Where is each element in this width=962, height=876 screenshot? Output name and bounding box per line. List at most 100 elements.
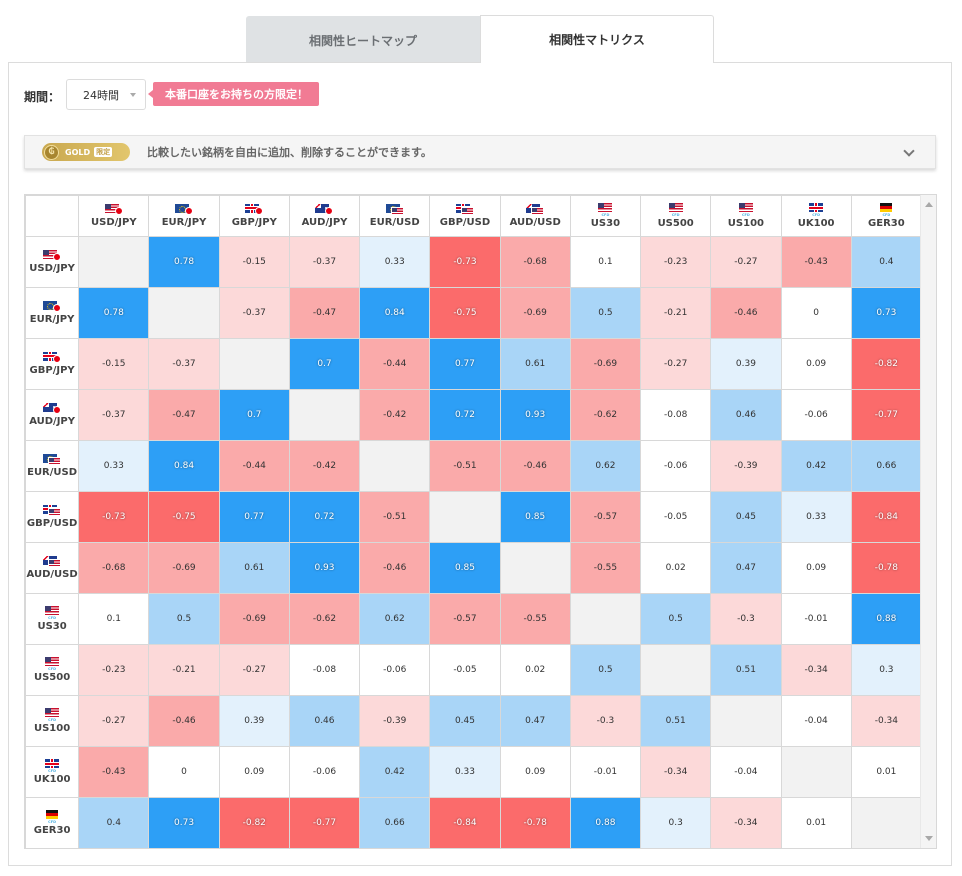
- correlation-cell: 0.09: [780, 542, 852, 594]
- correlation-cell: -0.42: [288, 440, 361, 492]
- correlation-cell: -0.62: [569, 389, 642, 441]
- correlation-cell: 0.1: [78, 593, 150, 645]
- index-tag: CFD: [48, 820, 57, 824]
- correlation-cell: 0.33: [359, 236, 431, 288]
- correlation-cell: -0.37: [148, 338, 220, 390]
- correlation-cell: -0.21: [148, 644, 220, 696]
- correlation-cell: 0.47: [499, 695, 571, 747]
- column-header: GBP/USD: [429, 195, 501, 237]
- correlation-cell: -0.51: [359, 491, 431, 543]
- diagonal-cell: [359, 440, 431, 492]
- correlation-cell: 0.01: [850, 746, 923, 798]
- row-header: CFD US30: [25, 593, 80, 645]
- diagonal-cell: [850, 797, 923, 848]
- correlation-cell: -0.44: [218, 440, 290, 492]
- correlation-cell: -0.05: [640, 491, 712, 543]
- correlation-cell: -0.34: [780, 644, 852, 696]
- correlation-cell: -0.75: [429, 287, 501, 339]
- eu-jp-flag-icon: [175, 203, 194, 215]
- diagonal-cell: [218, 338, 290, 390]
- live-account-notice: 本番口座をお持ちの方限定！: [148, 82, 319, 106]
- row-header: CFD US500: [25, 644, 80, 696]
- correlation-cell: 0.42: [359, 746, 431, 798]
- column-header-label: GBP/JPY: [231, 217, 277, 229]
- correlation-cell: 0.1: [569, 236, 642, 288]
- correlation-cell: 0.72: [429, 389, 501, 441]
- correlation-cell: 0.46: [710, 389, 782, 441]
- correlation-cell: -0.57: [429, 593, 501, 645]
- correlation-cell: 0.62: [359, 593, 431, 645]
- row-header-label: AUD/JPY: [29, 416, 75, 428]
- gb-jp-flag-icon: [43, 351, 62, 363]
- correlation-cell: -0.77: [850, 389, 923, 441]
- correlation-cell: 0.46: [288, 695, 361, 747]
- scroll-up-arrow-icon[interactable]: [925, 202, 933, 207]
- correlation-cell: -0.39: [359, 695, 431, 747]
- correlation-cell: -0.08: [640, 389, 712, 441]
- correlation-cell: -0.78: [850, 542, 923, 594]
- row-header: CFD US100: [25, 695, 80, 747]
- row-header: CFD UK100: [25, 746, 80, 798]
- scroll-down-arrow-icon[interactable]: [925, 836, 933, 841]
- correlation-cell: 0.84: [148, 440, 220, 492]
- us-flag-icon: CFD: [43, 606, 61, 620]
- row-header-label: USD/JPY: [29, 263, 75, 275]
- gold-feature-bar[interactable]: ₲ GOLD 限定 比較したい銘柄を自由に追加、削除することができます。: [24, 135, 936, 169]
- correlation-cell: 0.66: [359, 797, 431, 848]
- correlation-cell: -0.43: [780, 236, 852, 288]
- correlation-cell: -0.27: [218, 644, 290, 696]
- index-tag: CFD: [48, 616, 57, 620]
- gold-badge-label: GOLD: [65, 147, 91, 157]
- correlation-cell: -0.51: [429, 440, 501, 492]
- index-tag: CFD: [48, 667, 57, 671]
- gold-coin-icon: ₲: [44, 144, 59, 160]
- column-header-label: GER30: [868, 218, 905, 229]
- gb-us-flag-icon: [43, 504, 62, 516]
- gold-badge: ₲ GOLD 限定: [42, 143, 130, 161]
- correlation-cell: -0.37: [78, 389, 150, 441]
- tab-bar: 相関性ヒートマップ 相関性マトリクス: [246, 15, 714, 64]
- correlation-cell: -0.42: [359, 389, 431, 441]
- row-header-label: US30: [37, 621, 67, 632]
- au-jp-flag-icon: [43, 402, 62, 414]
- index-tag: CFD: [882, 213, 891, 217]
- correlation-cell: 0: [148, 746, 220, 798]
- correlation-cell: -0.05: [429, 644, 501, 696]
- tab-correlation-matrix[interactable]: 相関性マトリクス: [480, 15, 714, 63]
- diagonal-cell: [288, 389, 361, 441]
- index-tag: CFD: [812, 213, 821, 217]
- correlation-cell: -0.37: [218, 287, 290, 339]
- period-select[interactable]: 24時間: [66, 79, 146, 110]
- correlation-cell: -0.39: [710, 440, 782, 492]
- correlation-cell: 0.09: [780, 338, 852, 390]
- diagonal-cell: [78, 236, 150, 288]
- correlation-cell: 0: [780, 287, 852, 339]
- correlation-cell: -0.21: [640, 287, 712, 339]
- tab-correlation-heatmap[interactable]: 相関性ヒートマップ: [246, 16, 480, 64]
- correlation-cell: -0.01: [780, 593, 852, 645]
- correlation-cell: 0.84: [359, 287, 431, 339]
- correlation-cell: 0.02: [640, 542, 712, 594]
- correlation-cell: -0.27: [78, 695, 150, 747]
- chevron-down-icon[interactable]: [903, 145, 915, 157]
- correlation-cell: -0.06: [640, 440, 712, 492]
- correlation-cell: -0.68: [78, 542, 150, 594]
- correlation-cell: -0.46: [359, 542, 431, 594]
- correlation-cell: 0.4: [850, 236, 923, 288]
- correlation-cell: -0.82: [218, 797, 290, 848]
- correlation-cell: -0.23: [78, 644, 150, 696]
- correlation-cell: -0.47: [288, 287, 361, 339]
- diagonal-cell: [710, 695, 782, 747]
- correlation-cell: -0.55: [569, 542, 642, 594]
- vertical-scrollbar[interactable]: [920, 195, 936, 848]
- correlation-cell: 0.47: [710, 542, 782, 594]
- us-flag-icon: CFD: [43, 657, 61, 671]
- column-header-label: EUR/USD: [369, 217, 420, 229]
- row-header: EUR/JPY: [25, 287, 80, 339]
- column-header: USD/JPY: [78, 195, 150, 237]
- correlation-cell: -0.3: [569, 695, 642, 747]
- correlation-cell: 0.33: [429, 746, 501, 798]
- column-header-label: US100: [727, 218, 764, 229]
- correlation-cell: -0.68: [499, 236, 571, 288]
- period-select-value: 24時間: [83, 88, 119, 102]
